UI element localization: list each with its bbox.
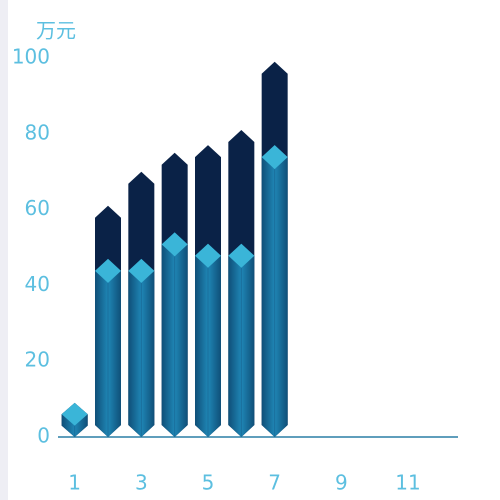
x-tick-label: 1: [68, 471, 81, 495]
y-tick-label: 0: [37, 424, 50, 448]
value-bar-cap: [261, 145, 288, 170]
x-tick-label: 11: [395, 471, 420, 495]
value-bar-cap: [161, 232, 188, 257]
x-tick-label: 7: [268, 471, 281, 495]
y-axis-label: 万元: [36, 19, 76, 43]
y-tick-label: 80: [25, 120, 50, 144]
value-bar-cap: [128, 258, 155, 283]
value-bar: [261, 145, 288, 438]
value-bar-cap: [195, 243, 221, 268]
x-tick-label: 3: [135, 471, 148, 495]
left-strip: [0, 0, 8, 500]
x-tick-label: 9: [335, 471, 348, 495]
value-bar: [161, 232, 188, 437]
value-bar-cap: [61, 402, 88, 426]
y-tick-label: 20: [25, 348, 50, 372]
value-bar: [228, 243, 255, 437]
x-tick-label: 5: [202, 471, 215, 495]
y-tick-label: 100: [12, 45, 50, 69]
value-bar-cap: [95, 258, 121, 283]
value-bar: [95, 258, 121, 437]
value-bar: [128, 258, 155, 437]
value-bar-cap: [228, 243, 255, 268]
value-bar: [61, 402, 88, 437]
y-tick-label: 60: [25, 196, 50, 220]
value-bar: [195, 243, 221, 437]
y-tick-label: 40: [25, 272, 50, 296]
